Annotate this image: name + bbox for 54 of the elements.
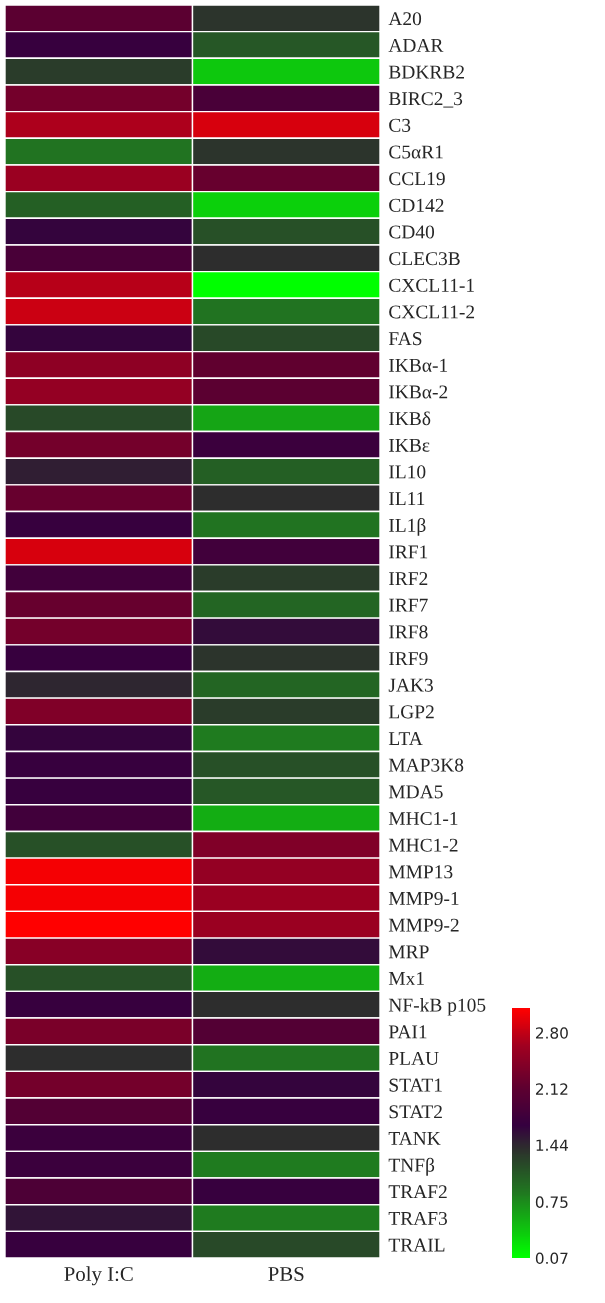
- y-tick-label: TRAF2: [388, 1185, 447, 1199]
- y-tick-label: Mx1: [388, 971, 424, 985]
- y-tick-label: STAT1: [389, 1078, 442, 1092]
- y-tick-label: PAI1: [388, 1025, 427, 1039]
- color-bar-label: 1.44: [536, 1139, 569, 1151]
- y-tick-label: BDKRB2: [388, 65, 464, 79]
- y-tick-label: CD142: [389, 198, 444, 212]
- y-tick-label: IKBα-1: [389, 358, 448, 372]
- y-tick-label: MRP: [388, 945, 429, 959]
- y-tick-label: TNFβ: [388, 1157, 435, 1176]
- y-tick-label: IRF1: [389, 545, 428, 559]
- y-tick-label: IKBα-2: [389, 385, 448, 399]
- y-tick-label: C5αR1: [389, 145, 443, 159]
- y-tick-label: LTA: [388, 732, 423, 745]
- y-tick-label: NF-kB p105: [388, 997, 486, 1016]
- x-tick-label: Poly I:C: [64, 1266, 133, 1286]
- y-tick-label: LGP2: [388, 705, 434, 719]
- y-tick-label: MHC1-1: [388, 811, 458, 826]
- y-tick-label: IRF7: [389, 598, 428, 612]
- y-tick-label: TRAIL: [388, 1238, 445, 1252]
- y-tick-label: IL11: [389, 492, 425, 505]
- y-tick-label: IRF8: [389, 625, 428, 639]
- y-tick-label: C3: [389, 118, 411, 132]
- y-tick-label: MHC1-2: [388, 838, 458, 852]
- y-tick-label: STAT2: [389, 1105, 442, 1119]
- y-tick-label: MDA5: [388, 785, 443, 799]
- y-tick-label: JAK3: [388, 678, 433, 692]
- y-tick-label: MMP13: [388, 865, 453, 879]
- y-tick-label: A20: [388, 12, 422, 26]
- y-tick-label: MMP9-2: [388, 918, 459, 932]
- y-tick-label: CXCL11-2: [389, 305, 475, 319]
- y-tick-label: PLAU: [388, 1051, 439, 1065]
- y-tick-label: IL1β: [389, 518, 426, 536]
- color-bar-label: 2.12: [535, 1083, 568, 1095]
- color-bar-label: 2.80: [535, 1027, 568, 1039]
- y-tick-label: TRAF3: [388, 1211, 447, 1225]
- y-tick-label: ADAR: [388, 38, 444, 52]
- y-tick-label: IL10: [389, 465, 426, 479]
- color-bar-label: 0.07: [535, 1252, 568, 1265]
- y-tick-label: FAS: [388, 332, 422, 346]
- y-tick-label: BIRC2_3: [388, 92, 463, 108]
- y-tick-label: IRF2: [389, 572, 428, 585]
- y-tick-label: CCL19: [389, 172, 445, 186]
- y-tick-label: TANK: [388, 1131, 441, 1145]
- y-tick-label: IKBδ: [389, 411, 431, 426]
- y-tick-label: MAP3K8: [388, 758, 464, 772]
- y-tick-label: CD40: [389, 225, 435, 239]
- color-bar-label: 0.75: [535, 1196, 568, 1208]
- y-tick-label: IRF9: [389, 652, 428, 666]
- y-tick-label: CXCL11-1: [389, 278, 474, 292]
- y-tick-label: IKBε: [389, 438, 430, 452]
- y-tick-label: CLEC3B: [389, 252, 460, 266]
- y-tick-label: MMP9-1: [388, 891, 459, 906]
- x-tick-label: PBS: [268, 1266, 304, 1281]
